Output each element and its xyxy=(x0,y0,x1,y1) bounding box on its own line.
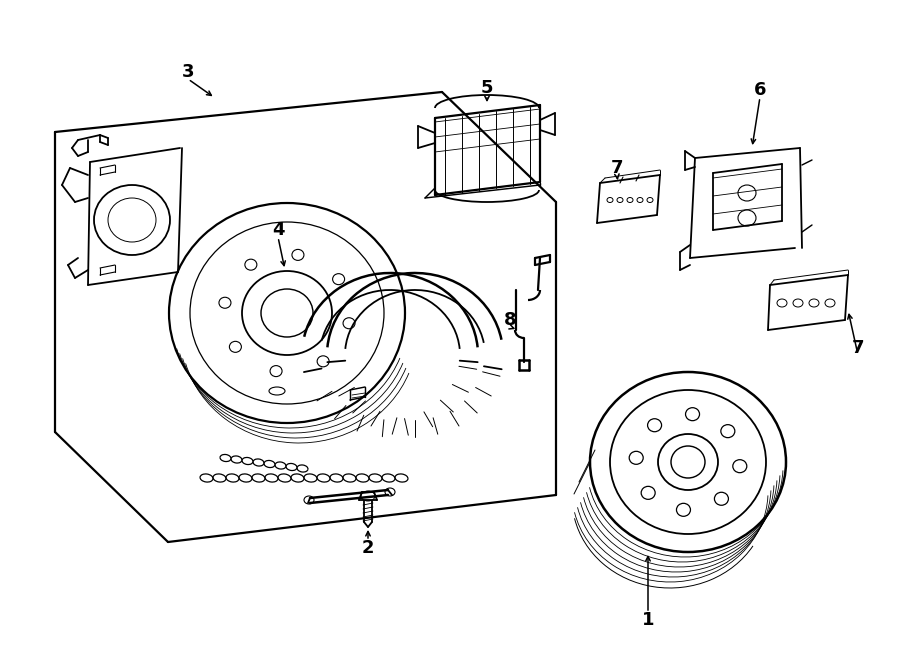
Text: 4: 4 xyxy=(272,221,284,239)
Text: 6: 6 xyxy=(754,81,766,99)
Text: 7: 7 xyxy=(851,339,864,357)
Text: 8: 8 xyxy=(504,311,517,329)
Text: 2: 2 xyxy=(362,539,374,557)
Text: 1: 1 xyxy=(642,611,654,629)
Text: 7: 7 xyxy=(611,159,623,177)
Text: 5: 5 xyxy=(481,79,493,97)
Text: 3: 3 xyxy=(182,63,194,81)
